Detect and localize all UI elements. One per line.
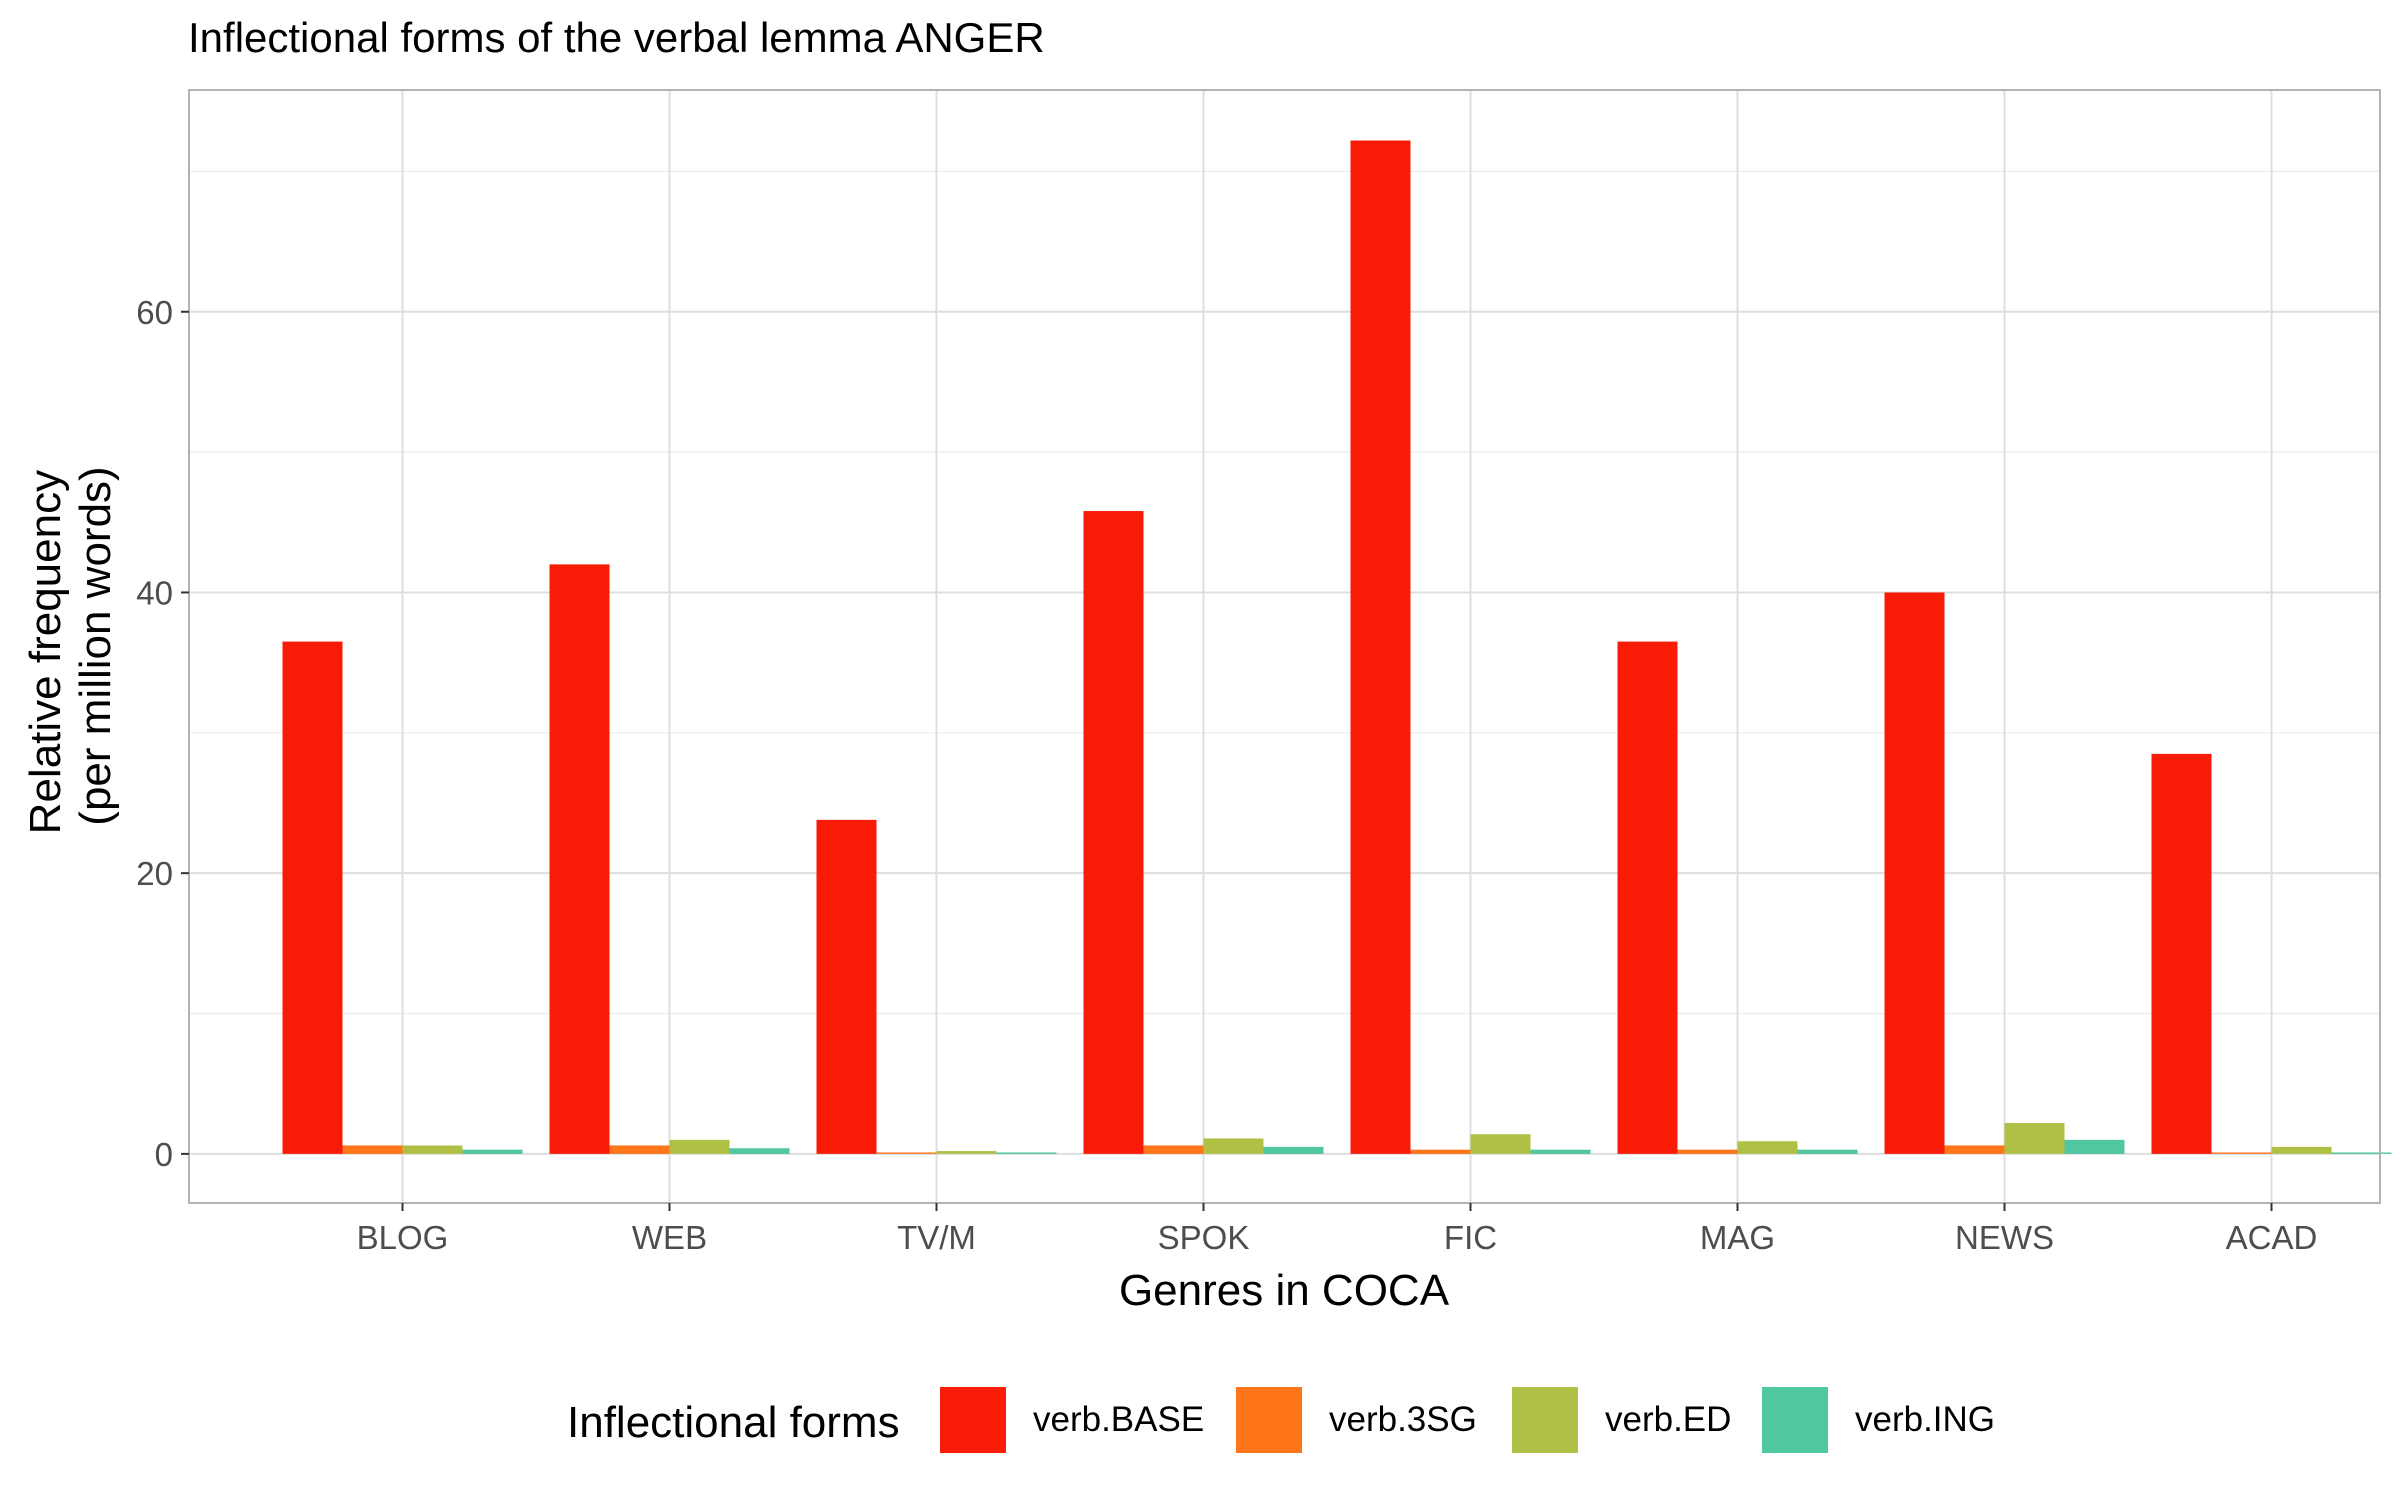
x-tick-label: ACAD — [2226, 1219, 2318, 1256]
bar — [549, 564, 610, 1154]
x-axis: BLOG WEB TV/M SPOK FIC MAG NEWS ACAD — [357, 1203, 2318, 1256]
bar — [1737, 1141, 1798, 1154]
plot-panel-border — [188, 89, 2381, 1204]
bar — [2151, 753, 2212, 1154]
x-tick-label: WEB — [632, 1219, 707, 1256]
bar — [1143, 1145, 1204, 1154]
legend-key — [1762, 1387, 1828, 1453]
bar — [729, 1148, 790, 1154]
bar — [2211, 1152, 2272, 1154]
bar — [1263, 1146, 1324, 1154]
legend-label: verb.BASE — [1033, 1400, 1204, 1439]
y-axis-label: Relative frequency (per million words) — [21, 458, 120, 835]
y-axis-label-line2: (per million words) — [71, 466, 120, 825]
y-tick-label: 60 — [136, 294, 173, 331]
bar — [1083, 511, 1144, 1154]
y-tick-label: 20 — [136, 855, 173, 892]
bar — [1410, 1149, 1471, 1154]
x-axis-label: Genres in COCA — [1119, 1266, 1450, 1315]
bar — [342, 1145, 403, 1154]
chart-title: Inflectional forms of the verbal lemma A… — [188, 14, 1045, 61]
y-axis-label-line1: Relative frequency — [21, 470, 70, 834]
x-tick-label: SPOK — [1158, 1219, 1250, 1256]
legend-key — [1236, 1387, 1302, 1453]
legend-key — [940, 1387, 1006, 1453]
bar — [996, 1152, 1057, 1154]
legend-label: verb.ING — [1855, 1400, 1995, 1439]
bar — [876, 1152, 937, 1154]
bar — [2271, 1146, 2332, 1154]
bar — [1677, 1149, 1738, 1154]
y-tick-label: 0 — [155, 1136, 173, 1173]
bars — [282, 140, 2392, 1154]
bar — [1530, 1149, 1591, 1154]
bar — [2004, 1122, 2065, 1154]
bar — [1884, 592, 1945, 1154]
legend-label: verb.3SG — [1329, 1400, 1477, 1439]
bar — [936, 1151, 997, 1154]
bar — [1470, 1134, 1531, 1154]
bar — [2064, 1139, 2125, 1154]
bar — [609, 1145, 670, 1154]
legend: Inflectional forms verb.BASE verb.3SG verb… — [567, 1387, 1995, 1453]
legend-title: Inflectional forms — [567, 1398, 900, 1447]
bar — [282, 641, 343, 1154]
x-tick-label: TV/M — [897, 1219, 976, 1256]
bar — [1797, 1149, 1858, 1154]
x-tick-label: NEWS — [1955, 1219, 2054, 1256]
bar — [402, 1145, 463, 1154]
bar — [1203, 1138, 1264, 1154]
legend-key — [1512, 1387, 1578, 1453]
bar — [1944, 1145, 2005, 1154]
bar — [462, 1149, 523, 1154]
y-axis: 0 20 40 60 — [136, 294, 189, 1173]
x-tick-label: MAG — [1700, 1219, 1775, 1256]
bar — [1350, 140, 1411, 1154]
bar — [669, 1139, 730, 1154]
bar — [816, 819, 877, 1154]
bar — [1617, 641, 1678, 1154]
plot-panel — [189, 90, 2380, 1203]
x-tick-label: BLOG — [357, 1219, 449, 1256]
x-tick-label: FIC — [1444, 1219, 1497, 1256]
legend-label: verb.ED — [1605, 1400, 1731, 1439]
bar — [2331, 1152, 2392, 1154]
y-tick-label: 40 — [136, 574, 173, 611]
